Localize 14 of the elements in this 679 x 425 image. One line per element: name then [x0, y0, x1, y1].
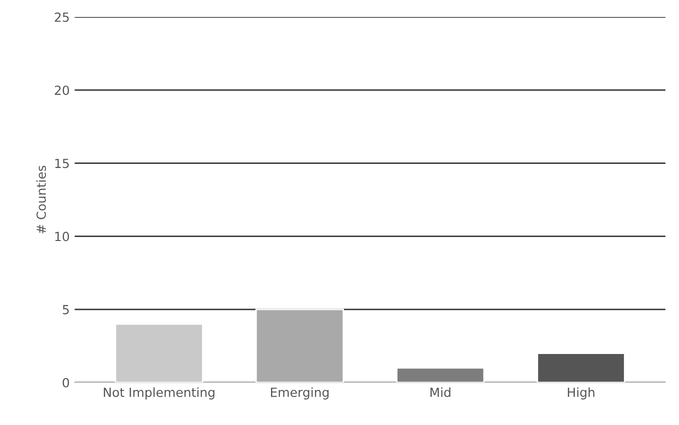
- bar: [536, 352, 626, 382]
- y-tick-label: 25: [54, 12, 69, 22]
- y-tick-label: 20: [54, 86, 69, 96]
- y-axis-title: # Counties: [36, 166, 46, 234]
- x-tick-label: High: [568, 387, 594, 400]
- y-tick-label: 0: [62, 378, 69, 388]
- y-tick-label: 10: [55, 232, 69, 242]
- bar: [255, 308, 344, 382]
- x-tick-label: Not Implementing: [104, 387, 214, 400]
- y-tick-label: 15: [55, 158, 69, 168]
- x-tick-label: Emerging: [270, 387, 329, 400]
- bar: [396, 367, 485, 382]
- x-tick-label: Mid: [430, 387, 450, 398]
- y-tick-label: 5: [62, 305, 69, 314]
